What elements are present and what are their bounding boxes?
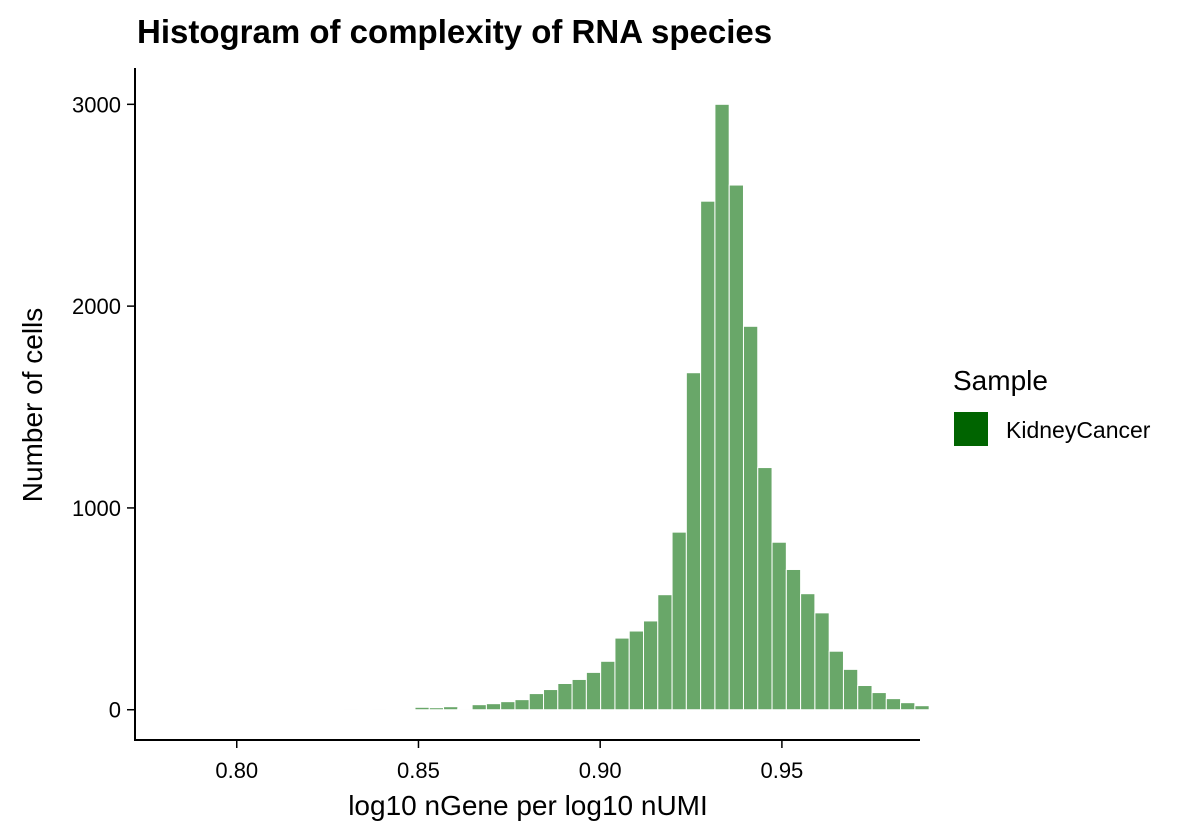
histogram-bar — [800, 593, 816, 711]
histogram-bar — [828, 650, 844, 711]
legend-title: Sample — [953, 365, 1048, 396]
histogram-bar — [914, 705, 930, 711]
histogram-bar — [628, 630, 644, 711]
bar-series — [157, 103, 930, 712]
histogram-bar — [171, 709, 187, 712]
histogram-bar — [443, 706, 459, 711]
histogram-bar — [471, 704, 487, 711]
histogram-bar — [600, 660, 616, 711]
histogram-bar — [714, 103, 730, 711]
histogram-bar — [728, 184, 744, 711]
histogram-bar — [643, 620, 659, 711]
x-axis-label: log10 nGene per log10 nUMI — [348, 790, 708, 821]
x-axis-ticks: 0.80 0.85 0.90 0.95 — [215, 740, 803, 783]
histogram-bar — [614, 637, 630, 711]
histogram-bar — [900, 702, 916, 711]
y-axis-label: Number of cells — [17, 308, 48, 503]
histogram-bar — [857, 685, 873, 711]
histogram-bar — [414, 706, 430, 711]
histogram-bar — [428, 707, 445, 711]
x-tick-label: 0.80 — [215, 758, 258, 783]
y-tick-label: 1000 — [72, 496, 121, 521]
histogram-bar — [514, 699, 530, 711]
histogram-bar — [814, 612, 830, 711]
legend: Sample KidneyCancer — [953, 365, 1151, 446]
y-tick-label: 3000 — [72, 92, 121, 117]
histogram-bar — [200, 709, 216, 712]
y-tick-label: 0 — [109, 698, 121, 723]
legend-swatch-kidneycancer — [954, 412, 988, 446]
histogram-bar — [185, 709, 202, 712]
histogram-bar — [685, 372, 702, 711]
y-axis-ticks: 0 1000 2000 3000 — [72, 92, 135, 723]
histogram-bar — [771, 541, 787, 711]
histogram-bar — [871, 692, 887, 711]
histogram-bar — [157, 709, 173, 712]
histogram-bar — [742, 325, 759, 711]
histogram-bar — [371, 708, 387, 711]
legend-label-kidneycancer: KidneyCancer — [1006, 417, 1151, 443]
histogram-bar — [585, 671, 602, 711]
histogram-bar — [543, 689, 559, 711]
histogram-bar — [842, 668, 859, 711]
histogram-bar — [557, 683, 573, 711]
chart-title: Histogram of complexity of RNA species — [137, 13, 772, 50]
x-tick-label: 0.95 — [760, 758, 803, 783]
histogram-bar — [671, 531, 687, 711]
histogram-bar — [571, 678, 587, 711]
x-tick-label: 0.90 — [579, 758, 622, 783]
histogram-bar — [500, 701, 516, 711]
histogram-bar — [785, 568, 802, 711]
histogram-bar — [885, 698, 902, 711]
histogram-bar — [457, 708, 473, 711]
histogram-bar — [528, 693, 545, 711]
histogram-bar — [485, 703, 502, 711]
y-tick-label: 2000 — [72, 294, 121, 319]
histogram-bar — [700, 200, 716, 711]
histogram-bar — [757, 467, 773, 711]
histogram-bar — [657, 594, 673, 711]
histogram-bar — [300, 708, 316, 711]
x-tick-label: 0.85 — [397, 758, 440, 783]
histogram-bar — [343, 708, 359, 711]
